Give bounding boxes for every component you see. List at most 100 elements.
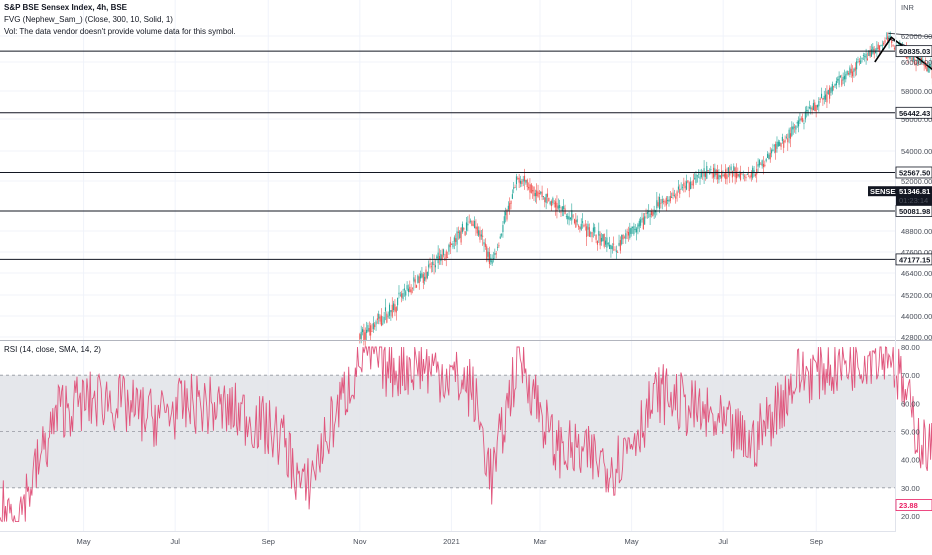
price-candle xyxy=(762,160,763,165)
price-candle xyxy=(455,238,456,242)
price-candle xyxy=(759,160,760,165)
price-candle xyxy=(668,199,669,201)
price-candle xyxy=(718,175,719,180)
price-candle xyxy=(380,317,381,322)
price-candle xyxy=(771,150,772,153)
price-candle xyxy=(405,291,406,295)
price-candle xyxy=(492,260,493,263)
price-candle xyxy=(887,37,888,42)
price-candle xyxy=(443,249,444,255)
price-candle xyxy=(824,96,825,99)
price-candle xyxy=(517,178,518,179)
price-candle xyxy=(664,201,665,202)
price-candle xyxy=(631,228,632,234)
price-candle xyxy=(678,187,679,190)
price-candle xyxy=(830,87,831,93)
price-candle xyxy=(377,318,378,319)
price-candle xyxy=(396,307,397,312)
price-candle xyxy=(839,76,840,85)
price-candle xyxy=(566,216,567,217)
price-candle xyxy=(366,330,367,333)
price-candle xyxy=(876,48,877,51)
price-candle xyxy=(874,49,875,55)
price-candle xyxy=(447,257,448,258)
price-candle xyxy=(878,45,879,49)
price-candle xyxy=(755,174,756,176)
price-candle xyxy=(645,213,646,214)
level-price-label: 60835.03 xyxy=(899,47,930,56)
price-candle xyxy=(883,43,884,44)
price-candle xyxy=(608,243,609,245)
rsi-indicator-legend[interactable]: RSI (14, close, SMA, 14, 2) xyxy=(4,345,101,354)
price-candle xyxy=(803,123,804,124)
price-candle xyxy=(409,287,410,292)
price-candle xyxy=(490,258,491,262)
price-candle xyxy=(512,194,513,199)
level-price-label: 50081.98 xyxy=(899,207,930,216)
price-candle xyxy=(833,86,834,87)
price-candle xyxy=(774,145,775,146)
price-candle xyxy=(436,257,437,259)
chart-title: S&P BSE Sensex Index, 4h, BSE xyxy=(4,3,127,12)
price-candle xyxy=(861,58,862,60)
price-candle xyxy=(697,175,698,176)
price-candle xyxy=(683,183,684,186)
price-candle xyxy=(780,143,781,147)
price-candle xyxy=(816,105,817,111)
price-candle xyxy=(682,187,683,188)
price-candle xyxy=(739,174,740,177)
price-candle xyxy=(494,253,495,255)
price-candle xyxy=(502,225,503,232)
price-candle xyxy=(600,234,601,245)
price-candle xyxy=(849,67,850,74)
price-candle xyxy=(708,170,709,171)
price-candle xyxy=(583,225,584,227)
price-candle xyxy=(658,202,659,206)
price-candle xyxy=(770,153,771,159)
price-candle xyxy=(498,245,499,246)
price-candle xyxy=(560,212,561,213)
price-candle xyxy=(629,228,630,238)
price-candle xyxy=(618,243,619,246)
price-candle xyxy=(516,176,517,184)
price-candle xyxy=(733,166,734,171)
price-candle xyxy=(722,175,723,176)
fvg-indicator-legend[interactable]: FVG (Nephew_Sam_) (Close, 300, 10, Solid… xyxy=(4,15,173,24)
price-candle xyxy=(544,197,545,202)
price-candle xyxy=(571,210,572,220)
price-candle xyxy=(467,224,468,226)
price-candle xyxy=(840,76,841,78)
price-candle xyxy=(524,176,525,182)
price-candle xyxy=(801,118,802,119)
y-tick-label: 62000.00 xyxy=(901,32,932,41)
price-candle xyxy=(766,159,767,161)
price-candle xyxy=(575,220,576,227)
price-candle xyxy=(542,191,543,197)
price-candle xyxy=(462,224,463,232)
price-candle xyxy=(640,219,641,225)
price-candle xyxy=(741,174,742,175)
price-candle xyxy=(419,276,420,283)
price-candle xyxy=(647,212,648,214)
price-candle xyxy=(400,295,401,296)
price-candle xyxy=(768,155,769,160)
price-candle xyxy=(775,144,776,153)
price-candle xyxy=(639,221,640,227)
price-candle xyxy=(548,198,549,201)
price-candle xyxy=(677,191,678,196)
price-candle xyxy=(466,222,467,230)
price-candle xyxy=(644,216,645,224)
price-candle xyxy=(397,298,398,305)
price-candle xyxy=(659,197,660,209)
price-candle xyxy=(872,47,873,54)
price-candle xyxy=(398,293,399,295)
price-candle xyxy=(863,55,864,56)
price-candle xyxy=(589,227,590,237)
price-candle xyxy=(390,310,391,312)
price-candle xyxy=(635,229,636,230)
price-candle xyxy=(818,101,819,106)
price-candle xyxy=(855,67,856,70)
price-candle xyxy=(820,99,821,100)
